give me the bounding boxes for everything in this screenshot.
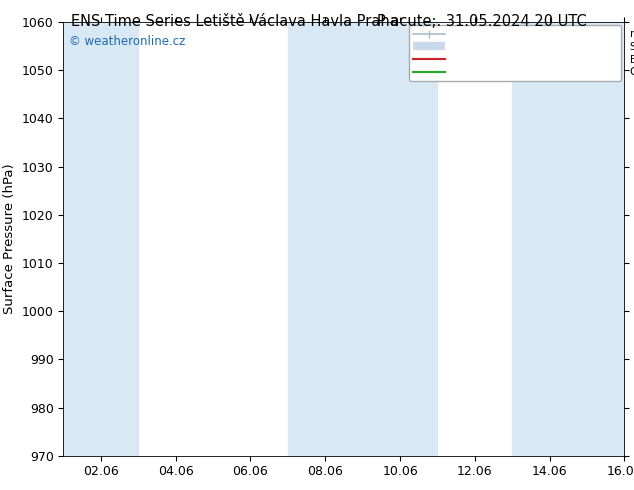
Bar: [512, 22, 624, 456]
Bar: [288, 22, 437, 456]
Y-axis label: Surface Pressure (hPa): Surface Pressure (hPa): [3, 164, 16, 314]
Text: © weatheronline.cz: © weatheronline.cz: [69, 35, 185, 48]
Text: ENS Time Series Letiště Václava Havla Praha: ENS Time Series Letiště Václava Havla Pr…: [71, 14, 398, 29]
Legend: min/max, Sm  283;rodatn acute; odchylka, Ensemble mean run, Controll run: min/max, Sm 283;rodatn acute; odchylka, …: [410, 25, 621, 81]
Text: P acute;. 31.05.2024 20 UTC: P acute;. 31.05.2024 20 UTC: [377, 14, 586, 29]
Bar: [63, 22, 138, 456]
